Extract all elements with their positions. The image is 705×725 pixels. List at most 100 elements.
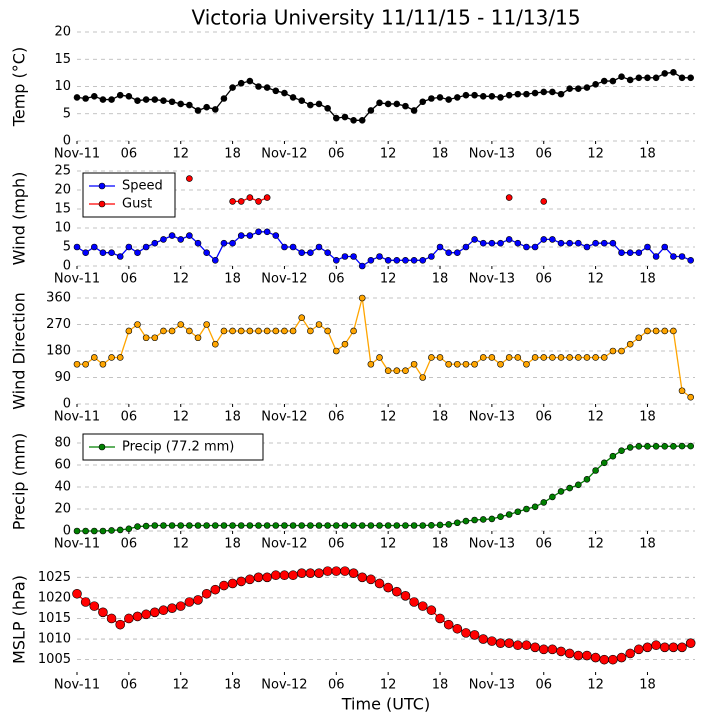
data-point (644, 74, 651, 82)
x-tick-label: 18 (224, 410, 241, 425)
data-point (358, 522, 366, 529)
data-point (106, 613, 117, 624)
y-tick-label: 1015 (38, 611, 71, 626)
x-tick-label: 12 (172, 410, 189, 425)
y-tick-label: 0 (63, 259, 71, 274)
data-point (661, 327, 669, 335)
data-point (151, 334, 159, 342)
data-point (108, 354, 115, 361)
data-point (82, 527, 89, 535)
data-point (428, 521, 435, 529)
data-point (324, 249, 331, 256)
data-point (315, 321, 323, 328)
data-point (272, 87, 280, 95)
data-point (350, 522, 357, 529)
x-tick-label: Nov-13 (469, 410, 515, 425)
data-point (203, 249, 210, 256)
data-point (488, 354, 496, 361)
data-point (177, 321, 185, 328)
x-tick-label: 06 (535, 537, 552, 552)
data-point (592, 354, 599, 361)
data-point (116, 526, 124, 534)
data-point (90, 354, 98, 361)
data-point (89, 601, 100, 611)
x-tick-label: Nov-12 (261, 678, 307, 693)
data-point (99, 527, 107, 535)
data-point (670, 253, 677, 260)
data-point (340, 566, 350, 576)
data-point (151, 239, 159, 247)
x-tick-label: Nov-11 (54, 272, 100, 287)
data-point (348, 568, 359, 578)
data-point (505, 194, 513, 201)
data-point (134, 523, 141, 530)
data-point (661, 442, 669, 450)
data-point (374, 578, 385, 589)
data-point (383, 582, 393, 593)
x-tick-label: 18 (639, 678, 656, 693)
y-tick-label: 40 (54, 480, 71, 495)
data-point (384, 522, 392, 529)
data-point (549, 354, 556, 361)
data-point (592, 81, 599, 88)
data-point (315, 522, 323, 529)
data-point (505, 354, 513, 361)
data-point (331, 566, 342, 576)
data-point (566, 354, 573, 361)
data-point (600, 239, 608, 247)
data-point (531, 89, 539, 97)
y-tick-label: 0 (63, 397, 71, 412)
data-point (203, 522, 210, 529)
data-point (307, 249, 314, 256)
data-point (402, 367, 409, 375)
data-point (445, 96, 452, 103)
y-tick-label: 60 (54, 458, 71, 473)
x-tick-label: Nov-11 (54, 678, 100, 693)
data-point (659, 642, 670, 653)
y-tick-label: 90 (54, 370, 71, 385)
data-point (540, 354, 548, 361)
x-tick-label: 06 (328, 678, 345, 693)
data-point (367, 360, 375, 368)
data-point (134, 97, 141, 104)
data-point (609, 77, 617, 85)
data-point (333, 114, 340, 122)
data-point (452, 623, 463, 634)
data-point (194, 239, 202, 247)
data-point (263, 194, 271, 201)
y-tick-label: 0 (63, 134, 71, 149)
data-point (116, 91, 124, 99)
x-tick-label: 06 (328, 537, 345, 552)
data-point (245, 574, 255, 585)
x-tick-label: 18 (432, 678, 449, 693)
data-point (296, 568, 307, 578)
data-point (618, 249, 625, 256)
y-tick-label: 5 (63, 106, 71, 121)
data-point (350, 116, 357, 124)
y-tick-label: 15 (54, 202, 71, 217)
data-point (134, 321, 141, 328)
x-tick-label: 06 (535, 272, 552, 287)
data-point (652, 442, 660, 450)
legend-label: Precip (77.2 mm) (122, 440, 234, 455)
data-point (538, 644, 549, 655)
x-tick-label: 06 (328, 410, 345, 425)
x-tick-label: 12 (380, 410, 397, 425)
x-tick-label: 18 (639, 147, 656, 162)
data-point (419, 374, 427, 381)
data-point (625, 648, 635, 659)
data-point (307, 522, 314, 529)
data-point (497, 360, 504, 368)
data-point (635, 442, 643, 450)
data-point (564, 648, 575, 659)
x-tick-label: 06 (121, 272, 138, 287)
data-point (168, 232, 176, 239)
data-point (462, 91, 470, 99)
data-point (514, 90, 522, 98)
legend-marker (98, 200, 106, 208)
data-point (149, 607, 160, 618)
data-point (417, 601, 428, 611)
x-tick-label: 12 (587, 272, 604, 287)
x-tick-label: 12 (172, 678, 189, 693)
y-tick-label: 10 (54, 221, 71, 236)
